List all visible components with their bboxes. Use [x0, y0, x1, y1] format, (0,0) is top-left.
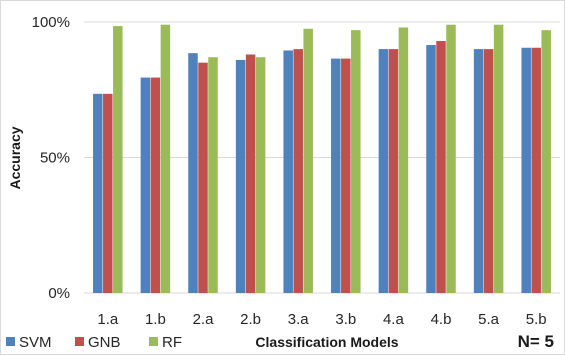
legend-swatch-rf [149, 337, 158, 346]
bar-gnb-3.a [293, 49, 303, 293]
legend-label-gnb: GNB [88, 334, 121, 351]
x-tick-label: 1.a [97, 311, 119, 328]
bar-rf-3.b [351, 30, 361, 293]
bar-rf-5.b [541, 30, 551, 293]
bar-svm-1.a [93, 93, 103, 293]
y-tick-label: 100% [32, 14, 70, 31]
bar-gnb-5.b [531, 47, 541, 294]
bar-svm-3.b [331, 58, 341, 294]
bar-gnb-4.a [388, 49, 399, 293]
bar-gnb-1.b [150, 77, 161, 294]
bar-rf-4.a [398, 27, 409, 293]
legend-label-svm: SVM [19, 334, 52, 351]
legend-swatch-svm [6, 337, 15, 346]
legend-swatch-gnb [75, 337, 84, 346]
sample-size-annotation: N= 5 [518, 332, 554, 351]
bar-svm-5.b [521, 47, 531, 294]
x-axis-ticks: 1.a 1.b 2.a 2.b 3.a 3.b 4.a 4.b 5.a 5.b [97, 311, 546, 328]
bars [93, 24, 551, 294]
bar-rf-2.b [255, 57, 266, 294]
bar-rf-1.a [113, 26, 123, 293]
y-axis-title: Accuracy [7, 126, 23, 189]
x-axis-title: Classification Models [255, 334, 398, 350]
x-tick-label: 5.a [478, 311, 500, 328]
bar-rf-1.b [160, 24, 171, 294]
x-tick-label: 3.a [288, 311, 310, 328]
x-tick-label: 1.b [145, 311, 166, 328]
bar-rf-3.a [303, 28, 313, 294]
bar-svm-2.a [188, 53, 198, 293]
x-tick-label: 5.b [526, 311, 547, 328]
legend: SVM GNB RF [6, 334, 182, 351]
bar-svm-4.a [378, 49, 389, 293]
bar-rf-5.a [493, 24, 504, 294]
legend-label-rf: RF [162, 334, 182, 351]
x-tick-label: 2.a [193, 311, 215, 328]
bar-gnb-4.b [436, 40, 446, 293]
bar-gnb-3.b [341, 58, 351, 294]
bar-gnb-2.b [245, 54, 256, 293]
y-axis-ticks: 0% 50% 100% [32, 14, 70, 302]
bar-rf-4.b [446, 24, 456, 294]
bar-svm-4.b [426, 45, 436, 293]
x-tick-label: 3.b [335, 311, 356, 328]
x-tick-label: 4.a [383, 311, 405, 328]
y-tick-label: 0% [48, 285, 70, 302]
bar-gnb-5.a [483, 49, 494, 293]
y-tick-label: 50% [40, 150, 70, 167]
x-tick-label: 2.b [240, 311, 261, 328]
bar-gnb-2.a [198, 62, 208, 294]
bar-gnb-1.a [103, 93, 113, 293]
bar-svm-1.b [140, 77, 151, 294]
bar-rf-2.a [208, 57, 218, 294]
bar-svm-2.b [235, 59, 246, 293]
bar-svm-5.a [473, 49, 484, 293]
x-tick-label: 4.b [431, 311, 452, 328]
bar-svm-3.a [283, 50, 293, 293]
